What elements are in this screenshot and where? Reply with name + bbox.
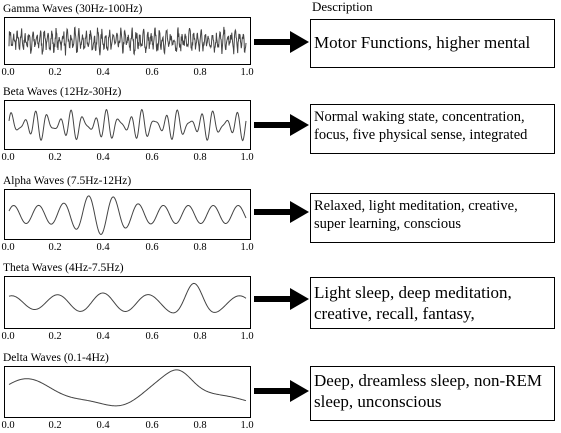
theta-wave-title: Theta Waves (4Hz-7.5Hz) bbox=[3, 262, 124, 274]
x-tick-label: 1.0 bbox=[240, 331, 254, 342]
x-tick-label: 0.4 bbox=[96, 420, 110, 431]
delta-waveform bbox=[8, 369, 247, 407]
beta-wave-title: Beta Waves (12Hz-30Hz) bbox=[3, 86, 122, 98]
arrow-icon bbox=[254, 288, 309, 310]
x-tick-label: 0.2 bbox=[48, 331, 62, 342]
x-tick-label: 0.2 bbox=[48, 242, 62, 253]
arrow-icon bbox=[254, 31, 309, 53]
x-tick-label: 1.0 bbox=[240, 152, 254, 163]
x-tick-label: 0.6 bbox=[145, 67, 159, 78]
x-tick-label: 0.2 bbox=[48, 152, 62, 163]
description-header: Description bbox=[312, 0, 373, 14]
alpha-waveform bbox=[8, 195, 247, 235]
x-tick-label: 0.0 bbox=[1, 152, 15, 163]
delta-description-box: Deep, dreamless sleep, non-REM sleep, un… bbox=[310, 366, 555, 421]
x-tick-label: 0.4 bbox=[96, 152, 110, 163]
theta-description-box: Light sleep, deep meditation, creative, … bbox=[310, 277, 555, 329]
beta-x-ticks: 0.0 0.2 0.4 0.6 0.8 1.0 bbox=[1, 152, 254, 164]
delta-x-ticks: 0.0 0.2 0.4 0.6 0.8 1.0 bbox=[1, 420, 254, 432]
x-tick-label: 0.0 bbox=[1, 331, 15, 342]
gamma-waveform bbox=[8, 26, 247, 56]
alpha-wave-plot bbox=[4, 189, 251, 240]
arrow-icon bbox=[254, 380, 309, 402]
x-tick-label: 0.4 bbox=[96, 331, 110, 342]
alpha-wave-title: Alpha Waves (7.5Hz-12Hz) bbox=[3, 175, 132, 187]
x-tick-label: 0.4 bbox=[96, 242, 110, 253]
x-tick-label: 0.8 bbox=[193, 152, 207, 163]
theta-wave-plot bbox=[4, 276, 251, 329]
arrow-icon bbox=[254, 201, 309, 223]
x-tick-label: 0.2 bbox=[48, 420, 62, 431]
theta-waveform bbox=[8, 282, 247, 314]
arrow-icon bbox=[254, 114, 309, 136]
x-tick-label: 1.0 bbox=[240, 420, 254, 431]
x-tick-label: 0.8 bbox=[193, 67, 207, 78]
delta-wave-plot bbox=[4, 366, 251, 418]
x-tick-label: 0.6 bbox=[145, 331, 159, 342]
beta-waveform bbox=[8, 108, 247, 142]
delta-wave-title: Delta Waves (0.1-4Hz) bbox=[3, 352, 109, 364]
x-tick-label: 0.0 bbox=[1, 242, 15, 253]
gamma-x-ticks: 0.0 0.2 0.4 0.6 0.8 1.0 bbox=[1, 67, 254, 79]
gamma-wave-plot bbox=[4, 17, 251, 65]
alpha-x-ticks: 0.0 0.2 0.4 0.6 0.8 1.0 bbox=[1, 242, 254, 254]
x-tick-label: 0.2 bbox=[48, 67, 62, 78]
x-tick-label: 0.0 bbox=[1, 67, 15, 78]
x-tick-label: 0.0 bbox=[1, 420, 15, 431]
gamma-wave-title: Gamma Waves (30Hz-100Hz) bbox=[3, 3, 143, 15]
alpha-description-box: Relaxed, light meditation, creative, sup… bbox=[310, 193, 555, 243]
theta-x-ticks: 0.0 0.2 0.4 0.6 0.8 1.0 bbox=[1, 331, 254, 343]
x-tick-label: 0.8 bbox=[193, 242, 207, 253]
beta-wave-plot bbox=[4, 100, 251, 150]
x-tick-label: 0.8 bbox=[193, 331, 207, 342]
beta-description-box: Normal waking state, concentration, focu… bbox=[310, 104, 555, 154]
x-tick-label: 0.6 bbox=[145, 242, 159, 253]
x-tick-label: 1.0 bbox=[240, 67, 254, 78]
gamma-description-box: Motor Functions, higher mental bbox=[310, 19, 555, 68]
x-tick-label: 0.4 bbox=[96, 67, 110, 78]
x-tick-label: 0.6 bbox=[145, 420, 159, 431]
x-tick-label: 0.8 bbox=[193, 420, 207, 431]
x-tick-label: 0.6 bbox=[145, 152, 159, 163]
x-tick-label: 1.0 bbox=[240, 242, 254, 253]
